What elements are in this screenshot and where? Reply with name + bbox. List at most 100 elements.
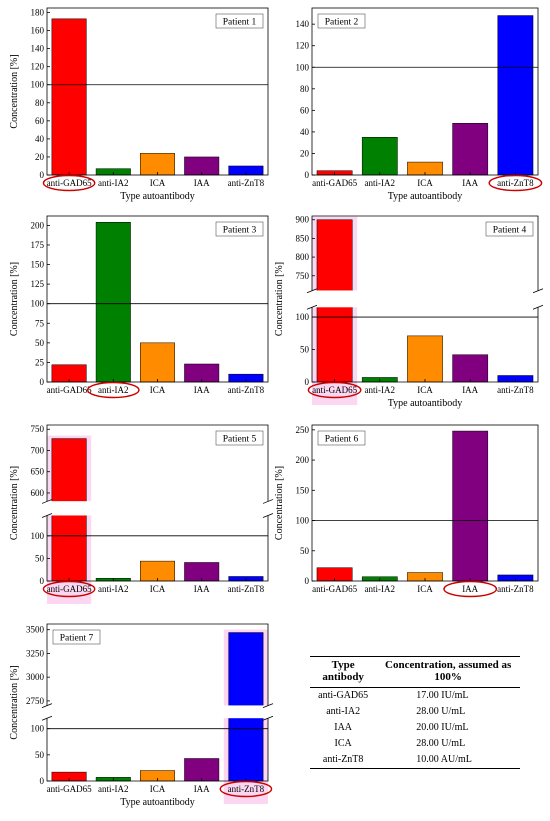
axis-break-gap [43,705,272,719]
bar-anti-znt8 [497,15,534,176]
bar-ica [140,342,175,383]
y-tick-label: 0 [305,170,310,180]
chart-panel-5: 0 50 100 600 650 700 750 anti-GAD65 anti-IA2 ICA I… [9,424,274,604]
y-tick-label: 140 [31,44,45,54]
y-tick-label: 3000 [26,672,45,682]
chart-title: Patient 6 [325,435,359,445]
y-tick-label: 0 [305,576,310,586]
y-tick-label: 3500 [26,625,45,635]
y-tick-label: 100 [296,62,310,72]
x-tick-label: anti-ZnT8 [497,178,534,188]
bar-iaa [452,123,489,176]
x-tick-label: anti-GAD65 [312,584,357,594]
table-cell-concentration: 10.00 AU/mL [376,752,520,769]
bar-anti-ia2 [361,137,398,176]
x-tick-label: ICA [150,178,166,188]
highlight-oval [307,381,362,399]
chart-title: Patient 2 [325,18,359,28]
y-tick-label: 100 [31,531,45,541]
y-tick-label: 800 [296,252,310,262]
x-tick-label: anti-ZnT8 [497,584,534,594]
bar-iaa [452,430,489,582]
chart-panel-2: 0 20 40 60 80 100 120 140 anti-GAD65 anti-IA2 ICA I… [296,7,543,202]
x-tick-label: ICA [417,385,433,395]
legend-box [317,13,366,29]
table-header-type: Type antibody [310,656,377,688]
y-tick-label: 175 [31,240,45,250]
x-tick-label: anti-GAD65 [47,584,92,594]
x-tick-label: anti-IA2 [98,178,129,188]
x-tick-label: IAA [194,385,210,395]
x-axis-title: Type autoantibody [388,398,463,409]
x-tick-label: ICA [150,584,166,594]
y-tick-label: 750 [31,424,45,434]
y-tick-label: 80 [300,84,310,94]
table-row: anti-IA2 28.00 U/mL [310,704,520,720]
highlight-oval [86,381,140,399]
y-axis-title: Concentration [%] [274,466,285,540]
legend-box [215,221,264,237]
chart-panel-4: 0 50 100 750 800 850 900 anti-GAD65 anti-IA2 ICA I… [274,215,544,409]
x-tick-label: IAA [462,385,478,395]
x-tick-label: anti-IA2 [365,584,396,594]
legend-box [52,629,101,645]
y-tick-label: 850 [296,233,310,243]
table-row: anti-GAD65 17.00 IU/mL [310,688,520,705]
y-tick-label: 160 [31,26,45,36]
chart-panel-3: 0 25 50 75 100 125 150 175 200 anti-GAD65 anti-IA2… [9,215,269,399]
table-row: IAA 20.00 IU/mL [310,720,520,736]
plot-frame [311,424,539,582]
table-cell-antibody: anti-GAD65 [318,690,369,701]
table-cell-concentration: 28.00 U/mL [416,738,466,749]
table-cell-concentration: 28.00 U/mL [416,706,466,717]
x-tick-label: anti-IA2 [365,385,396,395]
table-row: anti-ZnT8 10.00 AU/mL [310,752,520,769]
table-cell-concentration: 17.00 IU/mL [416,690,469,701]
y-tick-label: 250 [296,425,310,435]
y-tick-label: 20 [300,148,310,158]
y-tick-label: 100 [31,724,45,734]
x-tick-label: anti-ZnT8 [228,784,265,794]
highlight-oval [443,580,498,598]
y-tick-label: 0 [40,170,45,180]
y-axis-title: Concentration [%] [274,262,285,336]
chart-panel-1: 0 20 40 60 80 100 120 140 160 180 anti-GAD65 anti-I… [9,8,269,202]
x-tick-label: anti-IA2 [98,584,129,594]
table-cell-antibody: anti-ZnT8 [310,752,377,769]
y-tick-label: 0 [305,377,310,387]
y-tick-label: 3250 [26,648,45,658]
axis-break-gap [43,501,272,516]
y-tick-label: 150 [296,485,310,495]
bar-anti-ia2 [95,222,131,383]
y-tick-label: 50 [35,338,45,348]
highlight-oval [42,174,96,192]
y-tick-label: 700 [31,445,45,455]
y-tick-label: 200 [31,220,45,230]
y-tick-label: 120 [31,62,45,72]
bar-iaa [452,354,489,383]
x-axis-title: Type autoantibody [388,191,463,202]
x-tick-label: IAA [194,178,210,188]
x-tick-label: anti-IA2 [98,784,129,794]
x-axis-title: Type autoantibody [120,797,195,808]
x-tick-label: ICA [150,784,166,794]
legend-box [215,13,264,29]
chart-panel-6: 0 50 100 150 200 250 anti-GAD65 anti-IA2 ICA IAA a… [274,424,539,598]
y-tick-label: 100 [296,312,310,322]
chart-title: Patient 3 [223,226,257,236]
legend-box [215,430,264,446]
x-tick-label: anti-GAD65 [47,385,92,395]
chart-title: Patient 1 [223,18,257,28]
y-tick-label: 100 [31,80,45,90]
y-tick-label: 80 [35,98,45,108]
x-tick-label: ICA [150,385,166,395]
table-cell-antibody: IAA [334,722,353,733]
y-tick-label: 100 [31,299,45,309]
y-tick-label: 60 [35,116,45,126]
bar-anti-gad65 [51,18,87,176]
y-tick-label: 900 [296,215,310,225]
x-tick-label: IAA [462,584,478,594]
x-tick-label: anti-GAD65 [312,178,357,188]
chart-title: Patient 4 [493,226,527,236]
